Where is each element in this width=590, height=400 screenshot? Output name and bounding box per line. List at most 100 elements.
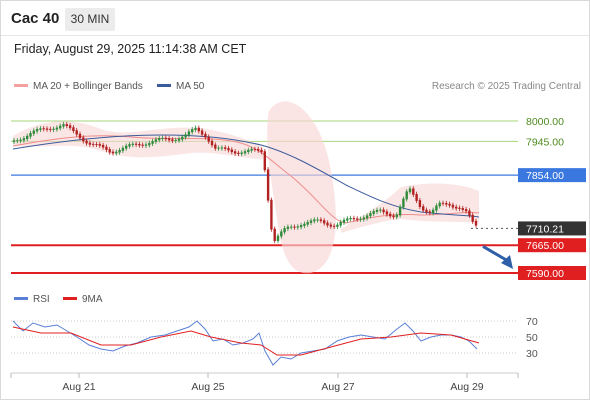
candle xyxy=(441,202,445,204)
candle xyxy=(12,140,16,142)
candle xyxy=(164,137,167,140)
candle xyxy=(253,148,257,150)
legend-rsi: RSI xyxy=(14,294,50,305)
candle xyxy=(115,151,118,154)
candle xyxy=(210,140,214,146)
timeframe-button[interactable]: 30 MIN xyxy=(65,8,115,31)
candle xyxy=(138,144,141,146)
candle xyxy=(438,202,441,207)
candle xyxy=(276,235,280,241)
candle xyxy=(151,141,154,144)
candle xyxy=(22,138,26,141)
candle xyxy=(78,133,82,139)
candle xyxy=(26,135,29,140)
candle xyxy=(227,148,230,151)
candle xyxy=(257,148,260,151)
candle xyxy=(204,133,207,138)
candle xyxy=(418,200,422,208)
price-level-label: 7854.00 xyxy=(526,170,564,182)
candle xyxy=(299,225,303,228)
candle xyxy=(105,146,108,150)
candle xyxy=(92,143,95,145)
candle xyxy=(240,152,243,154)
candle xyxy=(128,144,131,147)
candle xyxy=(161,137,164,139)
rsi-swatch-icon xyxy=(14,296,28,300)
price-level-tag xyxy=(518,168,586,183)
candle xyxy=(118,150,121,153)
candle xyxy=(247,149,250,153)
legend-ma50-label: MA 50 xyxy=(176,81,205,92)
forecast-arrow-shaft xyxy=(482,245,509,263)
candle xyxy=(283,228,286,233)
candle xyxy=(293,226,296,228)
candle xyxy=(158,138,161,141)
candle xyxy=(455,206,458,209)
candle xyxy=(101,144,105,148)
x-axis-label: Aug 25 xyxy=(191,381,224,393)
forecast-arrow-head-icon xyxy=(501,255,513,269)
candle xyxy=(250,148,253,151)
candle xyxy=(72,127,75,132)
chart-timestamp: Friday, August 29, 2025 11:14:38 AM CET xyxy=(14,42,247,56)
candle xyxy=(349,217,352,220)
rsi-level-label: 70 xyxy=(526,316,538,328)
candle xyxy=(422,206,425,211)
candle xyxy=(207,136,210,142)
candle xyxy=(233,151,237,154)
candle xyxy=(405,191,408,200)
legend-bollinger-label: MA 20 + Bollinger Bands xyxy=(33,81,143,92)
candle xyxy=(319,219,323,222)
candle xyxy=(270,199,273,230)
candle xyxy=(402,198,405,208)
candle xyxy=(141,144,144,146)
candle xyxy=(474,220,478,226)
candle xyxy=(230,149,233,153)
x-axis-label: Aug 29 xyxy=(450,381,483,393)
candle xyxy=(372,211,375,214)
candle xyxy=(35,128,39,132)
candle xyxy=(375,209,379,212)
candle xyxy=(95,144,98,146)
candle xyxy=(197,127,200,132)
candle xyxy=(174,139,177,141)
candle xyxy=(356,218,359,220)
candle xyxy=(329,224,332,227)
price-level-tag xyxy=(518,266,586,280)
candle xyxy=(458,207,461,209)
candle xyxy=(19,139,22,142)
candle xyxy=(144,144,148,146)
candle xyxy=(382,209,385,213)
price-level-label: 8000.00 xyxy=(526,116,564,128)
rsi-line xyxy=(12,320,478,366)
candle xyxy=(445,203,448,205)
candle xyxy=(389,213,392,217)
candle xyxy=(323,220,326,224)
candle xyxy=(88,142,92,145)
bollinger-band-area xyxy=(267,101,336,274)
toolbar-divider xyxy=(1,35,589,36)
candle xyxy=(65,124,68,127)
candle xyxy=(342,219,346,223)
candle xyxy=(461,208,464,210)
candle xyxy=(181,136,184,140)
candle xyxy=(16,140,19,142)
candle xyxy=(111,151,115,154)
candle xyxy=(108,149,111,153)
candle xyxy=(352,217,356,220)
candle xyxy=(471,214,474,222)
candle xyxy=(171,139,174,141)
candle xyxy=(32,130,35,134)
candle xyxy=(42,128,45,130)
candle xyxy=(29,132,32,137)
candle xyxy=(468,210,471,216)
candle xyxy=(243,151,247,154)
candle xyxy=(224,147,227,149)
candle xyxy=(398,206,402,216)
candle xyxy=(131,143,134,145)
candle xyxy=(148,142,151,146)
candle xyxy=(448,203,451,206)
legend-ma50: MA 50 xyxy=(157,81,204,92)
